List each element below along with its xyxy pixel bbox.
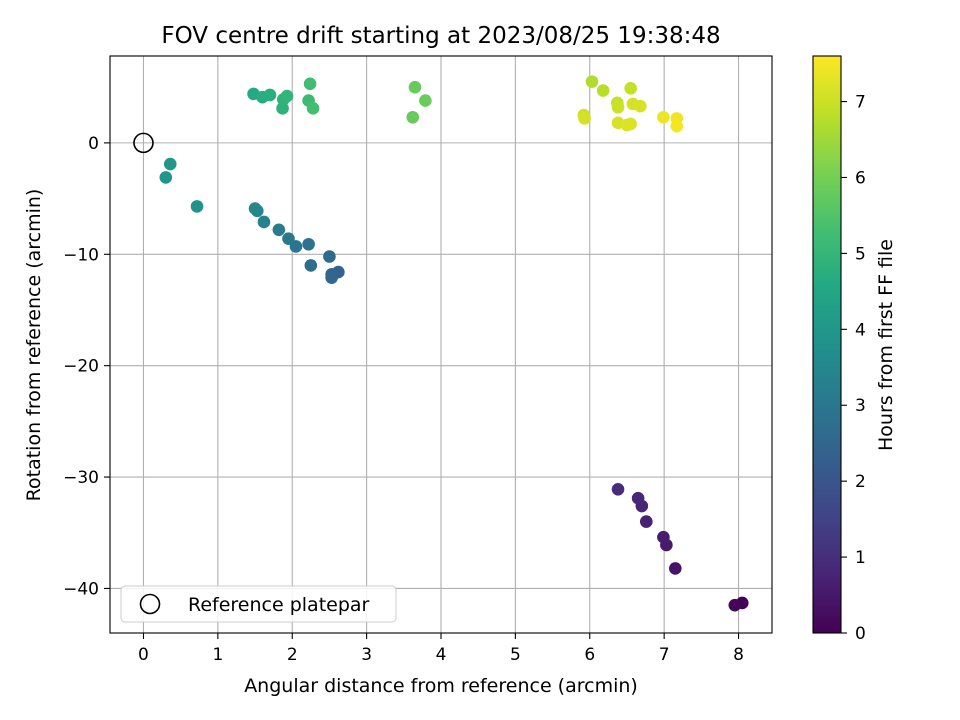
data-point xyxy=(657,530,670,544)
data-point xyxy=(406,110,420,124)
legend-box xyxy=(120,585,397,623)
data-point xyxy=(624,82,637,95)
x-axis-label: Angular distance from reference (arcmin) xyxy=(244,675,638,697)
y-tick-label: −40 xyxy=(63,579,99,599)
y-tick-label: −20 xyxy=(63,357,99,377)
x-tick-label: 8 xyxy=(733,645,744,665)
data-point xyxy=(280,89,294,103)
data-point xyxy=(302,237,315,251)
data-point xyxy=(596,84,610,97)
data-point xyxy=(657,110,670,124)
data-point xyxy=(323,250,336,263)
data-point xyxy=(304,259,318,272)
data-point xyxy=(728,598,742,612)
data-point xyxy=(611,100,625,114)
colorbar-tick-label: 3 xyxy=(855,396,866,416)
data-point xyxy=(272,223,286,237)
data-point xyxy=(163,157,177,171)
y-axis-ticks: 0 −10 −20 −30 −40 xyxy=(63,134,110,599)
legend-marker xyxy=(139,593,161,615)
data-point xyxy=(419,94,432,107)
colorbar-tick-label: 4 xyxy=(855,320,866,340)
y-tick-label: 0 xyxy=(88,134,99,154)
data-point xyxy=(670,119,684,133)
colorbar-tick-label: 7 xyxy=(855,93,866,113)
x-axis-ticks: 0 1 2 3 4 5 6 7 8 xyxy=(138,633,744,665)
data-point xyxy=(639,515,653,528)
y-axis-label: Rotation from reference (arcmin) xyxy=(23,189,45,502)
scatter-points xyxy=(159,75,749,612)
x-tick-label: 1 xyxy=(212,645,223,665)
data-point xyxy=(190,200,204,213)
data-point xyxy=(159,171,173,184)
x-tick-label: 5 xyxy=(510,645,521,665)
data-point xyxy=(282,232,295,245)
reference-marker xyxy=(133,132,154,154)
data-point xyxy=(248,202,262,215)
colorbar-label: Hours from first FF file xyxy=(875,239,897,451)
data-point xyxy=(263,88,277,102)
data-point xyxy=(257,215,271,229)
x-tick-label: 3 xyxy=(361,645,372,665)
colorbar-ticks: 0 1 2 3 4 5 6 7 xyxy=(841,93,866,644)
data-point xyxy=(578,112,591,125)
chart-title: FOV centre drift starting at 2023/08/25 … xyxy=(161,23,720,49)
data-point xyxy=(634,99,647,113)
data-point xyxy=(303,77,317,91)
colorbar-tick-label: 5 xyxy=(855,244,866,264)
data-point xyxy=(306,102,320,115)
x-tick-label: 6 xyxy=(584,645,595,665)
x-tick-label: 2 xyxy=(287,645,298,665)
data-point xyxy=(624,117,637,131)
y-tick-label: −10 xyxy=(63,245,99,265)
colorbar-tick-label: 1 xyxy=(855,548,866,568)
colorbar xyxy=(812,55,842,634)
legend: Reference platepar xyxy=(120,585,397,623)
y-tick-label: −30 xyxy=(63,468,99,488)
data-point xyxy=(631,491,645,505)
x-tick-label: 0 xyxy=(138,645,149,665)
grid-lines xyxy=(110,56,772,633)
x-tick-label: 7 xyxy=(659,645,670,665)
data-point xyxy=(611,483,625,496)
data-point xyxy=(585,75,599,88)
colorbar-tick-label: 0 xyxy=(855,624,866,644)
legend-label: Reference platepar xyxy=(188,594,370,616)
data-point xyxy=(325,271,338,284)
data-point xyxy=(289,240,303,253)
data-point xyxy=(669,562,682,575)
data-point xyxy=(408,80,422,94)
colorbar-tick-label: 2 xyxy=(855,472,866,492)
x-tick-label: 4 xyxy=(436,645,447,665)
colorbar-tick-label: 6 xyxy=(855,168,866,188)
